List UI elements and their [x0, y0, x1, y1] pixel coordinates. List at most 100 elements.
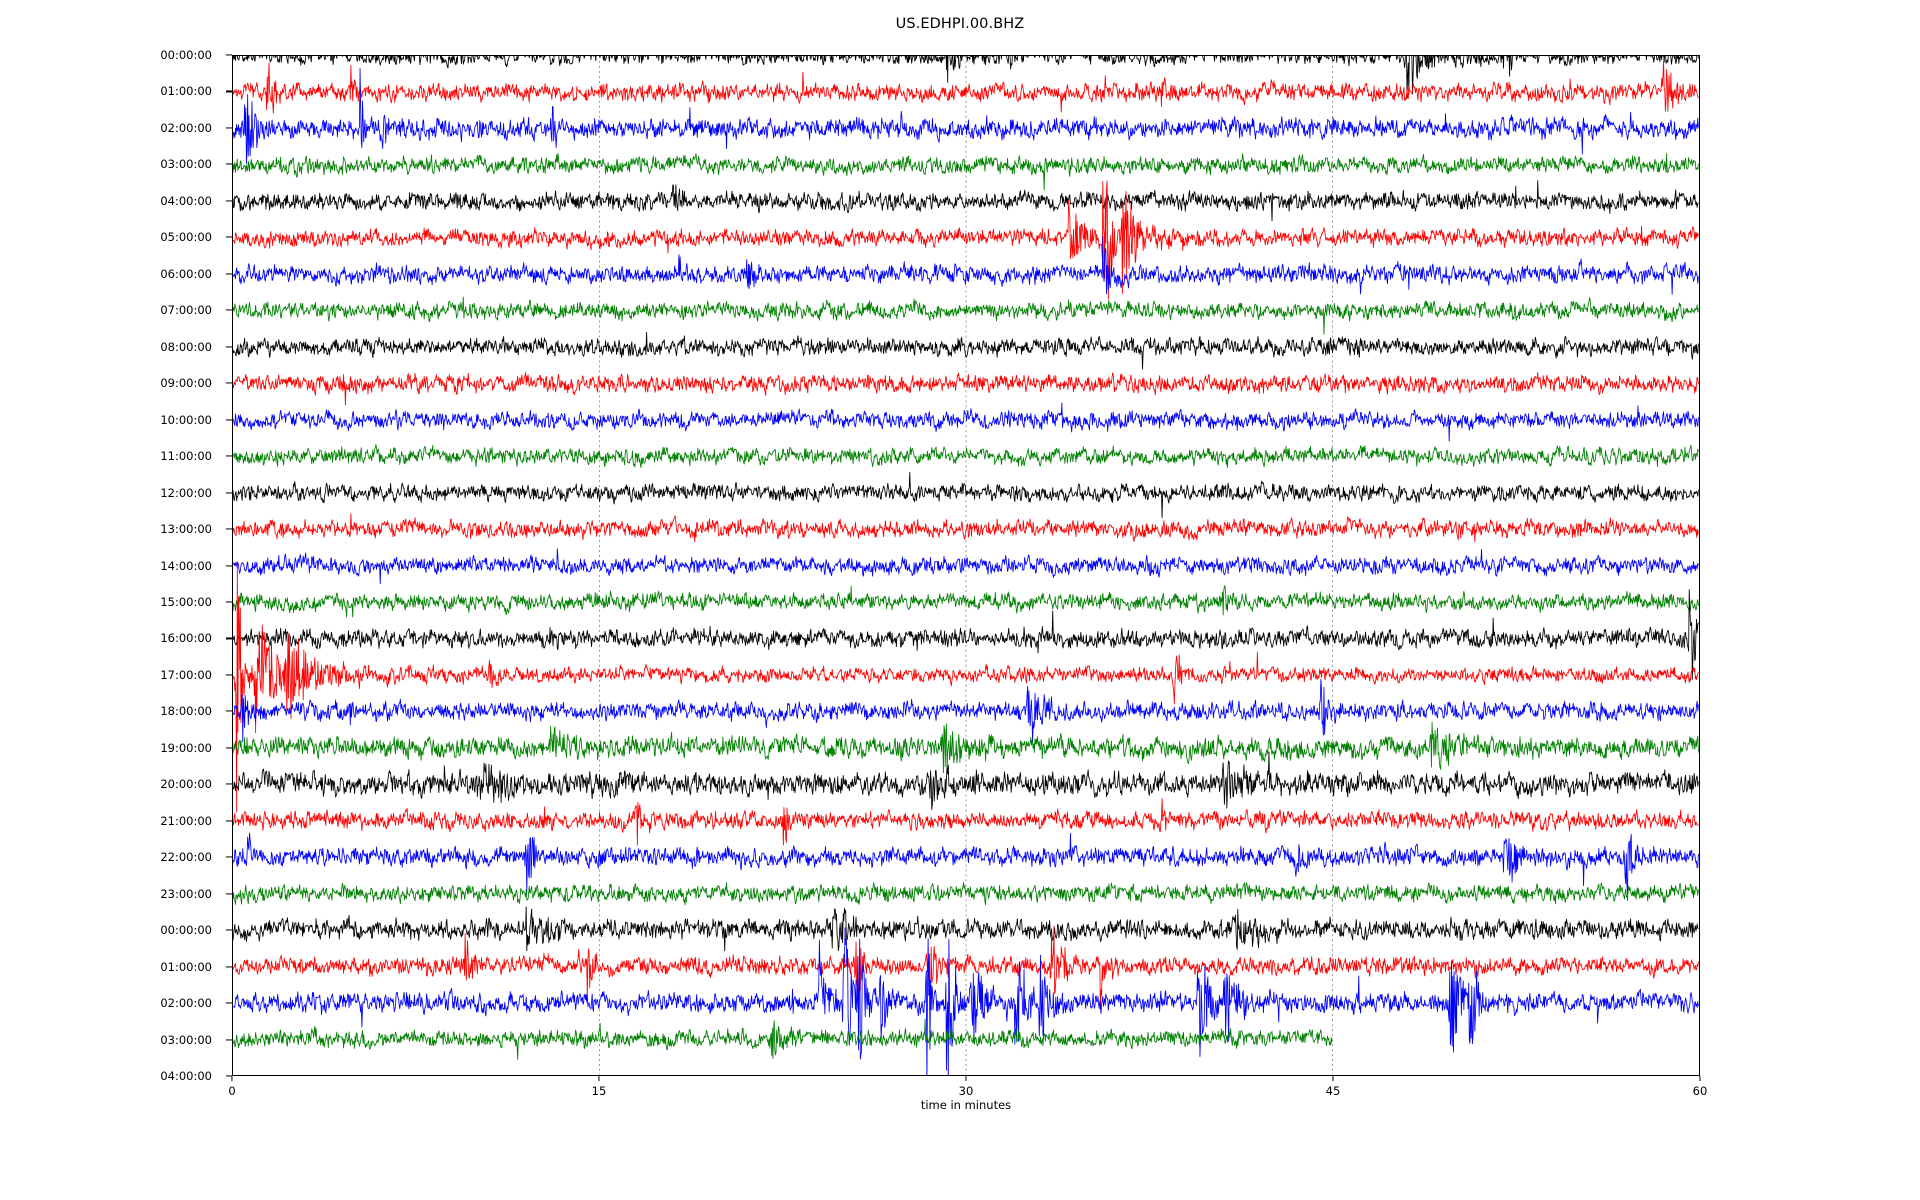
- y-axis-tick-label: 08:00:00: [160, 339, 212, 354]
- y-axis-tick-mark: [226, 309, 232, 311]
- y-axis-tick-label: 13:00:00: [160, 522, 212, 537]
- seismogram-canvas: [233, 56, 1699, 1075]
- seismic-trace: [233, 678, 1699, 743]
- y-axis-tick-mark: [226, 90, 232, 92]
- seismic-trace: [233, 236, 1699, 295]
- y-axis-tick-mark: [226, 419, 232, 421]
- y-axis-tick-mark: [226, 273, 232, 275]
- y-axis-tick-label: 03:00:00: [160, 157, 212, 172]
- x-axis-tick-mark: [598, 1076, 600, 1081]
- seismic-trace: [233, 513, 1699, 543]
- seismic-trace: [233, 882, 1699, 906]
- y-axis-tick-label: 21:00:00: [160, 813, 212, 828]
- y-axis-tick-label: 17:00:00: [160, 667, 212, 682]
- y-axis-tick-mark: [226, 236, 232, 238]
- x-axis-tick-mark: [1332, 1076, 1334, 1081]
- y-axis-tick-mark: [226, 1002, 232, 1004]
- y-axis-tick-mark: [226, 856, 232, 858]
- y-axis-tick-label: 22:00:00: [160, 850, 212, 865]
- y-axis-tick-label: 01:00:00: [160, 84, 212, 99]
- page-title: US.EDHPI.00.BHZ: [895, 16, 1025, 32]
- y-axis-tick-mark: [226, 564, 232, 567]
- y-axis-tick-label: 20:00:00: [160, 777, 212, 792]
- seismic-trace: [233, 180, 1699, 222]
- y-axis-tick-label: 03:00:00: [160, 1032, 212, 1047]
- x-axis-tick-label: 15: [591, 1084, 607, 1098]
- y-axis-tick-mark: [226, 1075, 232, 1077]
- seismic-trace: [233, 402, 1699, 442]
- plot-axes: [232, 55, 1700, 1076]
- y-axis-tick-container: 00:00:00 01:00:00 02:00:00 03:00:00 04:00:00…: [0, 48, 232, 1083]
- y-axis-tick-label: 11:00:00: [160, 449, 212, 464]
- y-axis-tick-mark: [226, 1038, 232, 1041]
- seismic-trace: [233, 927, 1699, 1075]
- y-axis-tick-label: 15:00:00: [160, 594, 212, 609]
- y-axis-tick-label: 06:00:00: [160, 266, 212, 281]
- y-axis-tick-mark: [226, 966, 232, 968]
- y-axis-tick-label: 12:00:00: [160, 485, 212, 500]
- seismic-trace: [233, 548, 1699, 585]
- seismic-trace: [233, 589, 1699, 680]
- seismic-trace: [233, 585, 1699, 618]
- y-axis-tick-mark: [226, 783, 232, 785]
- y-axis-tick-mark: [226, 346, 232, 348]
- y-axis-tick-label: 14:00:00: [160, 558, 212, 573]
- seismic-trace: [233, 180, 1699, 300]
- seismic-trace: [233, 561, 1699, 813]
- seismic-trace: [233, 331, 1699, 370]
- y-axis-tick-mark: [226, 637, 232, 639]
- seismic-trace: [233, 68, 1699, 165]
- y-axis-tick-mark: [226, 455, 232, 457]
- y-axis-tick-label: 18:00:00: [160, 704, 212, 719]
- y-axis-tick-label: 10:00:00: [160, 412, 212, 427]
- y-axis-tick-mark: [226, 200, 232, 202]
- seismic-trace: [233, 152, 1699, 191]
- seismic-trace: [233, 56, 1699, 99]
- y-axis-tick-mark: [226, 382, 232, 384]
- y-axis-tick-label: 02:00:00: [160, 120, 212, 135]
- y-axis-tick-label: 07:00:00: [160, 303, 212, 318]
- y-axis-tick-label: 16:00:00: [160, 631, 212, 646]
- x-axis-label: time in minutes: [920, 1098, 1012, 1112]
- x-axis-tick-label: 0: [228, 1084, 236, 1098]
- y-axis-tick-mark: [226, 747, 232, 749]
- seismic-trace: [233, 797, 1699, 846]
- y-axis-tick-mark: [226, 674, 232, 676]
- y-axis-tick-label: 04:00:00: [160, 193, 212, 208]
- seismic-trace: [233, 925, 1699, 1011]
- y-axis-tick-label: 00:00:00: [160, 923, 212, 938]
- y-axis-tick-mark: [226, 163, 232, 165]
- seismic-trace: [233, 444, 1699, 469]
- x-axis-tick-label: 60: [1692, 1084, 1708, 1098]
- y-axis-tick-mark: [226, 601, 232, 603]
- x-axis-tick-label: 30: [958, 1084, 974, 1098]
- x-axis-tick-mark: [965, 1076, 967, 1081]
- y-axis-tick-mark: [226, 528, 232, 530]
- x-axis-tick-mark: [1699, 1076, 1701, 1081]
- seismic-trace: [233, 832, 1699, 895]
- y-axis-tick-label: 04:00:00: [160, 1069, 212, 1083]
- y-axis-tick-mark: [226, 929, 232, 931]
- y-axis-tick-label: 05:00:00: [160, 230, 212, 245]
- x-axis-tick-mark: [231, 1076, 233, 1081]
- seismic-trace: [233, 1018, 1333, 1060]
- seismic-trace: [233, 721, 1699, 774]
- y-axis-tick-label: 00:00:00: [160, 48, 212, 62]
- seismic-trace: [233, 751, 1699, 811]
- y-axis-tick-label: 09:00:00: [160, 376, 212, 391]
- seismic-trace: [233, 60, 1699, 114]
- y-axis-tick-label: 23:00:00: [160, 886, 212, 901]
- y-axis-tick-mark: [226, 54, 232, 56]
- y-axis-tick-label: 19:00:00: [160, 740, 212, 755]
- y-axis-tick-mark: [226, 710, 232, 712]
- seismic-trace: [233, 471, 1699, 519]
- y-axis-tick-label: 02:00:00: [160, 996, 212, 1011]
- y-axis-tick-mark: [226, 820, 232, 822]
- x-axis-tick-label: 45: [1325, 1084, 1341, 1098]
- seismic-trace: [233, 296, 1699, 335]
- y-axis-tick-mark: [226, 492, 232, 494]
- y-axis-tick-mark: [226, 893, 232, 895]
- y-axis-tick-mark: [226, 127, 232, 129]
- seismic-trace: [233, 372, 1699, 406]
